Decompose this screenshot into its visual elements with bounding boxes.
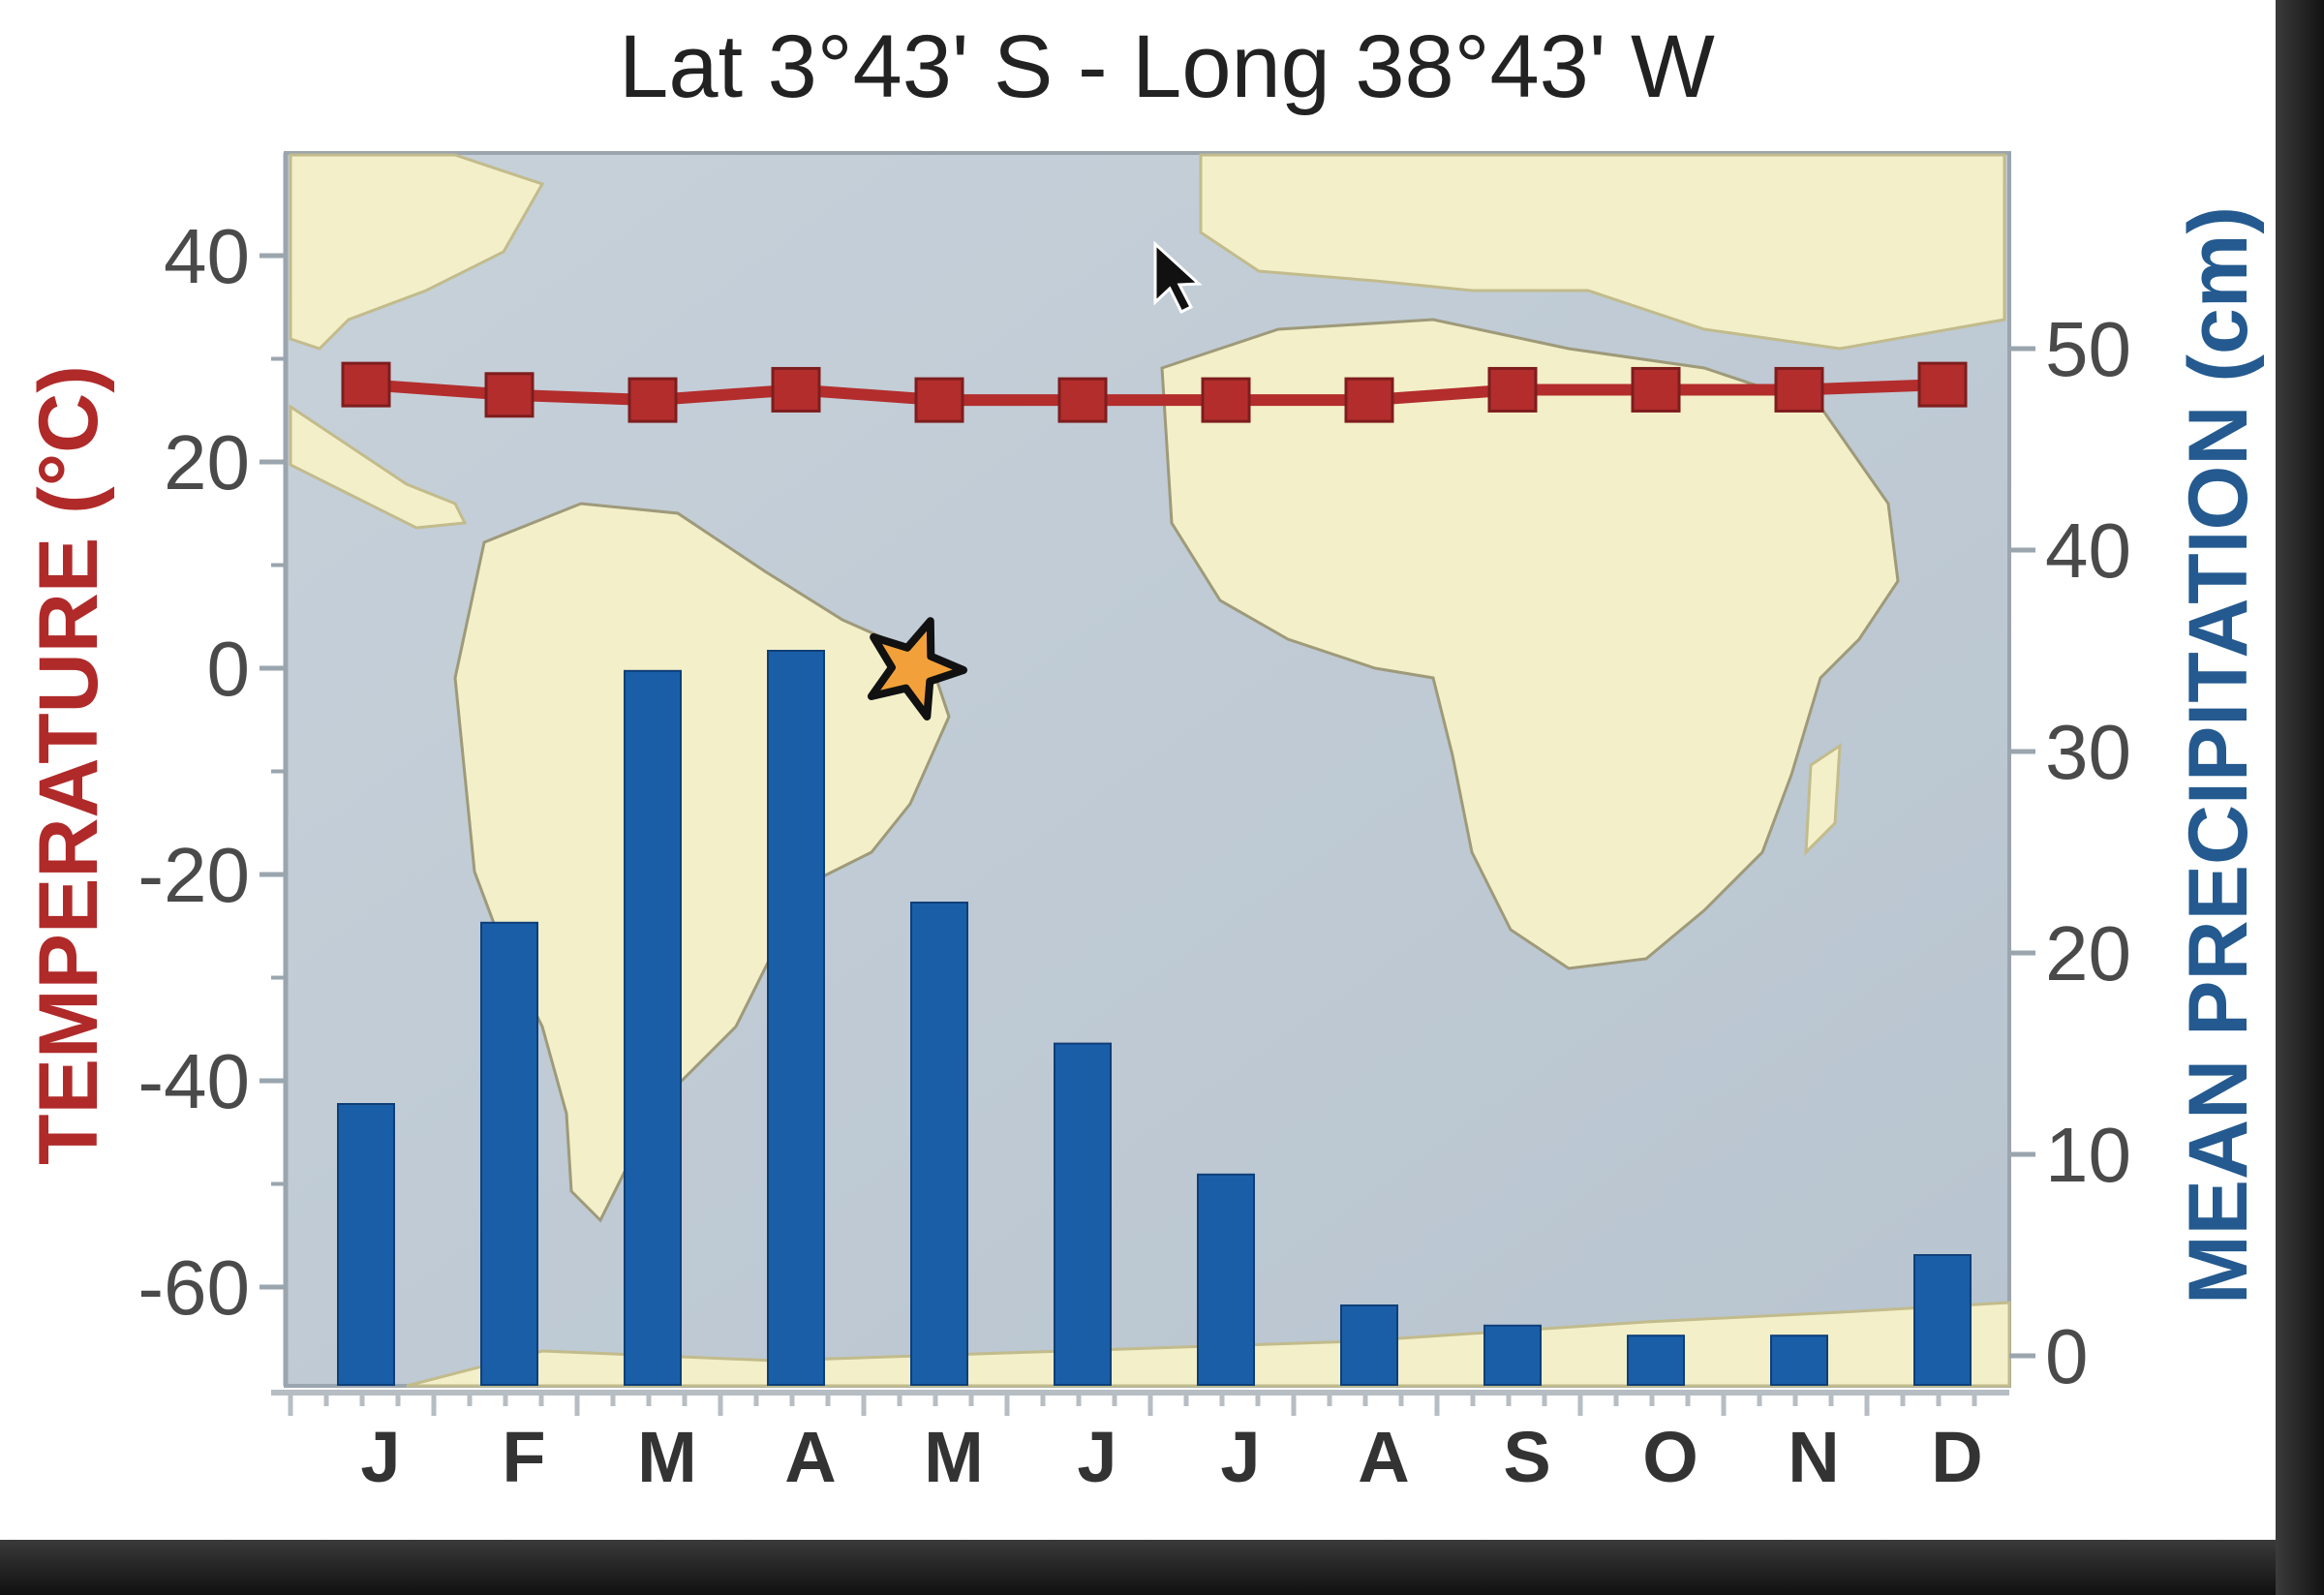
chart-title: Lat 3°43' S - Long 38°43' W <box>619 17 1715 116</box>
left-tick-label: -20 <box>138 832 250 918</box>
month-label: F <box>502 1417 545 1497</box>
month-label: A <box>784 1417 836 1497</box>
mouse-cursor-icon <box>1153 240 1203 315</box>
left-tick-label: 40 <box>164 213 250 299</box>
month-label: A <box>1358 1417 1409 1497</box>
temperature-marker <box>484 372 535 418</box>
month-label: D <box>1931 1417 1982 1497</box>
temperature-series <box>341 361 1968 423</box>
left-axis-ticks: 40 20 0 -20 -40 -60 <box>138 213 286 1331</box>
precipitation-bar <box>624 669 682 1386</box>
month-label: O <box>1642 1417 1698 1497</box>
right-tick-label: 0 <box>2045 1313 2089 1399</box>
map-background <box>284 151 2011 1388</box>
temperature-marker <box>1344 377 1394 423</box>
precipitation-bar <box>1340 1304 1398 1386</box>
precipitation-bars <box>337 650 1972 1387</box>
month-label: N <box>1788 1417 1839 1497</box>
month-label: J <box>360 1417 400 1497</box>
temperature-marker <box>1631 366 1681 413</box>
precipitation-bar <box>1770 1334 1828 1386</box>
right-tick-label: 50 <box>2045 306 2131 392</box>
temperature-marker <box>771 366 821 413</box>
map-land-africa <box>1160 318 1900 970</box>
monitor-bezel-bottom <box>0 1540 2324 1595</box>
month-label: S <box>1503 1417 1550 1497</box>
temperature-marker <box>341 361 391 408</box>
left-tick-label: -40 <box>138 1038 250 1124</box>
map-land-europe <box>1199 153 2006 351</box>
precipitation-bar <box>767 650 825 1386</box>
temperature-marker <box>914 377 964 423</box>
precipitation-bar <box>910 902 968 1386</box>
temperature-marker <box>1917 361 1968 408</box>
precipitation-bar <box>480 921 538 1386</box>
left-tick-label: 20 <box>164 419 250 506</box>
star-icon <box>867 617 967 721</box>
month-label: M <box>924 1417 984 1497</box>
temperature-marker <box>1201 377 1251 423</box>
precipitation-bar <box>1054 1042 1112 1386</box>
precipitation-bar <box>1483 1324 1542 1387</box>
temperature-marker <box>1057 377 1108 423</box>
temperature-marker <box>1774 366 1824 413</box>
right-tick-label: 20 <box>2045 910 2131 997</box>
precipitation-bar <box>1913 1254 1972 1386</box>
monitor-bezel-right <box>2276 0 2324 1595</box>
month-label: J <box>1220 1417 1260 1497</box>
precipitation-bar <box>1197 1173 1255 1387</box>
map-land-madagascar <box>1804 743 1842 856</box>
right-axis-ticks: 50 40 30 20 10 0 <box>2009 306 2131 1399</box>
left-tick-label: -60 <box>138 1244 250 1331</box>
right-tick-label: 30 <box>2045 709 2131 795</box>
month-label: M <box>637 1417 697 1497</box>
map-land-north-america <box>289 153 545 351</box>
map-land-central-america <box>289 404 468 530</box>
right-tick-label: 40 <box>2045 507 2131 594</box>
left-tick-label: 0 <box>207 626 251 712</box>
temperature-marker <box>627 377 678 423</box>
right-axis-label: MEAN PRECIPITATION (cm) <box>2172 206 2265 1304</box>
x-axis-minor-ticks <box>288 1393 1977 1416</box>
left-axis-label: TEMPERATURE (°C) <box>22 365 115 1165</box>
right-tick-label: 10 <box>2045 1112 2131 1198</box>
precipitation-bar <box>1627 1334 1685 1386</box>
month-label: J <box>1077 1417 1116 1497</box>
precipitation-bar <box>337 1103 395 1386</box>
temperature-marker <box>1487 366 1538 413</box>
